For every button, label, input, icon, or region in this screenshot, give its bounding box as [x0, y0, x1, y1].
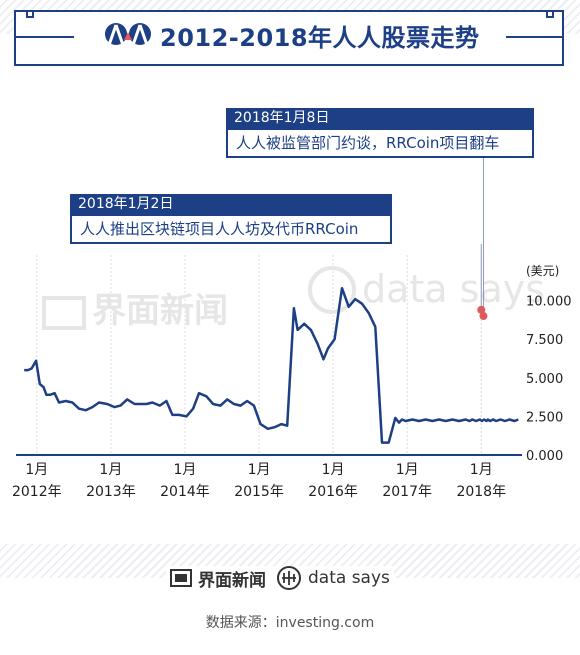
x-tick-year-6: 2018年	[456, 484, 506, 500]
watermark-datasays-icon	[308, 266, 356, 314]
marker-layer	[477, 305, 488, 321]
y-tick-label-2: 5.000	[526, 372, 563, 387]
title-corner-tr	[546, 10, 554, 18]
x-tick-year-4: 2016年	[308, 484, 358, 500]
x-tick-month-4: 1月	[322, 462, 345, 478]
y-tick-label-0: 0.000	[526, 449, 563, 464]
title-rule-right	[506, 36, 564, 38]
y-tick-label-4: 10.000	[526, 295, 572, 310]
watermark-brand-2: data says	[362, 267, 545, 311]
footer-brand-name: 界面新闻	[198, 570, 266, 591]
x-tick-year-1: 2013年	[86, 484, 136, 500]
y-tick-label-3: 7.500	[526, 333, 563, 348]
y-tick-label-1: 2.500	[526, 410, 563, 425]
annotation-marker-2	[479, 312, 488, 321]
watermark-brand: 界面新闻	[92, 291, 228, 331]
y-axis-label: (美元)	[526, 264, 559, 278]
line-layer	[24, 286, 519, 444]
title-frame	[14, 10, 564, 66]
footer-brand-name-2: data says	[308, 568, 390, 588]
title-corner-tl	[26, 10, 34, 18]
title-rule-left	[14, 36, 74, 38]
connector-layer	[480, 158, 484, 317]
x-tick-month-5: 1月	[396, 462, 419, 478]
annotation-1-date: 2018年1月2日	[70, 194, 392, 214]
stock-line-chart: 界面新闻 data says 0.000 2.500 5.000 7.500 10.000…	[12, 158, 572, 500]
x-tick-year-3: 2015年	[234, 484, 284, 500]
x-tick-month-0: 1月	[25, 462, 48, 478]
jiemian-logo-icon	[170, 569, 192, 587]
annotation-2-date: 2018年1月8日	[226, 108, 534, 128]
renren-logo-icon	[105, 23, 151, 49]
grid-layer	[36, 255, 482, 455]
x-tick-year-2: 2014年	[160, 484, 210, 500]
annotation-marker-1	[477, 305, 486, 314]
x-tick-month-1: 1月	[99, 462, 122, 478]
x-tick-month-3: 1月	[248, 462, 271, 478]
watermark-jiemian-icon	[42, 296, 86, 330]
datasays-logo-icon	[277, 566, 301, 590]
data-source: 数据来源：investing.com	[205, 615, 375, 631]
watermark-layer: 界面新闻 data says	[42, 266, 545, 331]
x-tick-month-2: 1月	[174, 462, 197, 478]
series-line	[24, 286, 519, 444]
x-tick-year-0: 2012年	[12, 484, 62, 500]
annotation-2-text: 人人被监管部门约谈，RRCoin项目翻车	[226, 128, 534, 158]
x-tick-month-6: 1月	[470, 462, 493, 478]
axis-layer: 0.000 2.500 5.000 7.500 10.000 (美元) 1月 2012年 1月 2…	[12, 264, 572, 500]
footer-brand: 界面新闻 data says	[166, 566, 394, 591]
annotation-1-text: 人人推出区块链项目人人坊及代币RRCoin	[70, 214, 392, 244]
page-title: 2012-2018年人人股票走势	[160, 24, 480, 52]
x-tick-year-5: 2017年	[382, 484, 432, 500]
